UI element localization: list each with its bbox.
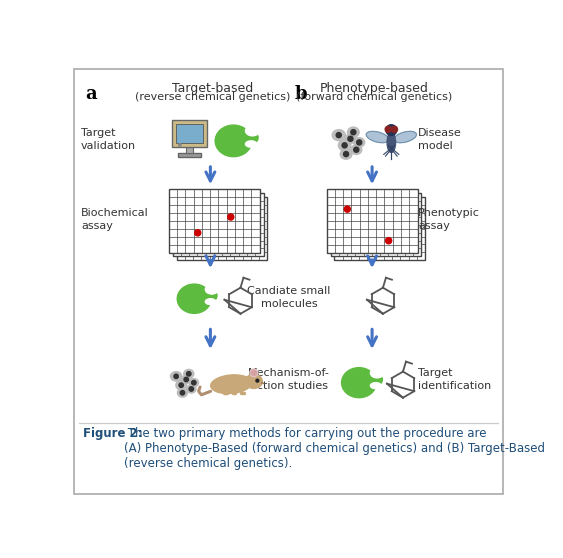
Ellipse shape [387, 132, 396, 152]
Ellipse shape [177, 284, 211, 314]
Circle shape [186, 372, 191, 376]
Text: Phenotype-based: Phenotype-based [320, 83, 429, 95]
Circle shape [189, 387, 194, 391]
Ellipse shape [245, 126, 260, 136]
Circle shape [391, 126, 397, 132]
Circle shape [179, 383, 184, 387]
Text: Biochemical
assay: Biochemical assay [81, 208, 149, 231]
Bar [169, 189, 260, 253]
Ellipse shape [215, 125, 252, 157]
Bar [176, 124, 203, 143]
Ellipse shape [245, 141, 257, 147]
Ellipse shape [176, 381, 186, 390]
Ellipse shape [177, 388, 187, 397]
Ellipse shape [354, 138, 365, 147]
Ellipse shape [199, 290, 217, 302]
Text: Mechanism-of-
action studies: Mechanism-of- action studies [248, 368, 330, 391]
Ellipse shape [345, 134, 356, 143]
Ellipse shape [211, 375, 252, 393]
Circle shape [351, 129, 356, 134]
Ellipse shape [340, 149, 352, 159]
Ellipse shape [332, 129, 345, 141]
Text: Disease
model: Disease model [418, 128, 462, 151]
Circle shape [195, 230, 201, 236]
Circle shape [385, 126, 391, 132]
Ellipse shape [245, 374, 262, 388]
Text: (forward chemical genetics): (forward chemical genetics) [296, 92, 453, 102]
Ellipse shape [338, 140, 351, 151]
Ellipse shape [205, 285, 218, 294]
Circle shape [357, 140, 362, 145]
Circle shape [227, 214, 234, 220]
Circle shape [184, 377, 189, 382]
Circle shape [344, 206, 350, 212]
Ellipse shape [205, 299, 216, 305]
Bar [172, 120, 207, 147]
Circle shape [343, 152, 348, 157]
Ellipse shape [239, 131, 258, 145]
Ellipse shape [186, 385, 196, 393]
Text: Target
validation: Target validation [81, 128, 136, 151]
Circle shape [386, 124, 397, 136]
Text: Figure 2:: Figure 2: [83, 426, 142, 440]
Text: a: a [86, 85, 97, 103]
Ellipse shape [351, 145, 362, 155]
Ellipse shape [370, 383, 381, 389]
Text: (reverse chemical genetics): (reverse chemical genetics) [135, 92, 291, 102]
Circle shape [348, 136, 353, 141]
Circle shape [191, 381, 196, 385]
Circle shape [336, 133, 341, 138]
Ellipse shape [189, 378, 199, 387]
Ellipse shape [394, 131, 417, 143]
Circle shape [180, 391, 185, 395]
Ellipse shape [367, 131, 388, 143]
Ellipse shape [370, 368, 383, 378]
Text: Candiate small
molecules: Candiate small molecules [247, 286, 330, 309]
Bar [173, 193, 263, 256]
Ellipse shape [182, 376, 191, 383]
Text: Target-based: Target-based [172, 83, 253, 95]
Text: b: b [295, 85, 308, 103]
Bar [330, 193, 421, 256]
Ellipse shape [364, 373, 382, 386]
Circle shape [386, 238, 392, 244]
Text: Phenotypic
assay: Phenotypic assay [418, 208, 480, 231]
Bar [177, 197, 267, 260]
Ellipse shape [171, 372, 182, 381]
Text: Target
identification: Target identification [418, 368, 491, 391]
Ellipse shape [342, 368, 377, 398]
Ellipse shape [250, 369, 258, 377]
Ellipse shape [251, 371, 256, 376]
Circle shape [256, 379, 259, 382]
Ellipse shape [184, 369, 194, 378]
Circle shape [354, 147, 359, 152]
Circle shape [178, 143, 181, 146]
Bar [186, 147, 193, 153]
Circle shape [342, 143, 347, 148]
Bar [178, 153, 201, 157]
Circle shape [174, 374, 178, 378]
Bar [327, 189, 418, 253]
Ellipse shape [347, 127, 359, 137]
Text: The two primary methods for carrying out the procedure are
(A) Phenotype-Based (: The two primary methods for carrying out… [124, 426, 545, 469]
Bar [334, 197, 425, 260]
